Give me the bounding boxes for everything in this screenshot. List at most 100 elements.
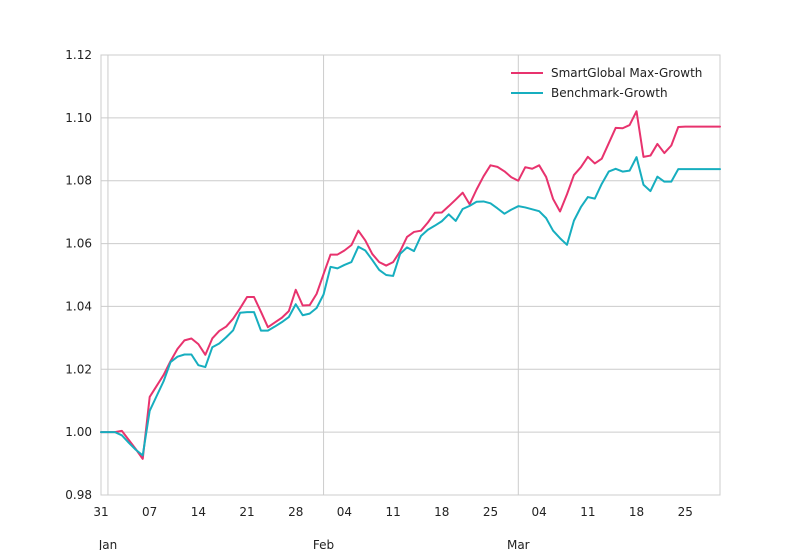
y-tick-label: 1.02: [65, 362, 92, 376]
data-point: [232, 318, 234, 320]
data-point: [183, 353, 186, 356]
data-point: [336, 267, 339, 269]
data-point: [427, 229, 429, 231]
data-point: [211, 337, 213, 340]
data-point: [267, 330, 269, 332]
x-tick-label: 31: [93, 505, 108, 519]
data-point: [712, 168, 714, 170]
data-point: [253, 311, 255, 313]
data-point: [496, 207, 499, 209]
data-point: [413, 231, 415, 233]
data-point: [691, 168, 693, 170]
data-point: [538, 164, 540, 166]
data-point: [295, 303, 297, 305]
data-point: [482, 175, 485, 177]
data-point: [190, 353, 193, 356]
data-point: [232, 329, 234, 331]
data-point: [635, 156, 638, 158]
data-point: [121, 434, 123, 436]
data-point: [712, 126, 714, 128]
data-point: [343, 249, 346, 252]
data-point: [357, 246, 359, 248]
data-point: [566, 193, 568, 195]
data-point: [246, 311, 248, 313]
data-point: [336, 253, 339, 256]
data-point: [448, 205, 450, 207]
data-point: [503, 213, 505, 215]
data-point: [156, 385, 158, 387]
data-point: [371, 253, 373, 255]
data-point: [302, 304, 304, 307]
data-point: [663, 181, 665, 183]
data-point: [135, 449, 137, 451]
data-point: [559, 237, 561, 239]
data-point: [218, 342, 220, 345]
data-point: [677, 126, 679, 128]
data-point: [455, 198, 457, 201]
data-point: [204, 354, 206, 356]
y-tick-label: 1.12: [65, 48, 92, 62]
x-tick-label: 21: [239, 505, 254, 519]
data-point: [281, 317, 283, 319]
data-point: [316, 293, 318, 295]
data-point: [392, 261, 394, 263]
x-tick-label: 18: [629, 505, 644, 519]
data-point: [107, 431, 109, 433]
data-point: [114, 431, 116, 433]
data-point: [649, 190, 652, 192]
data-point: [420, 230, 422, 232]
data-point: [462, 192, 464, 194]
data-point: [225, 336, 227, 338]
data-point: [183, 339, 186, 341]
data-point: [573, 174, 575, 176]
data-point: [218, 330, 220, 332]
data-point: [608, 171, 610, 173]
data-point: [149, 396, 151, 398]
data-point: [448, 213, 450, 215]
x-tick-label: 11: [385, 505, 400, 519]
data-point: [176, 348, 179, 350]
grid: [101, 54, 720, 496]
data-point: [274, 321, 276, 324]
data-point: [162, 380, 165, 382]
data-point: [399, 253, 401, 255]
x-tick-label: 25: [678, 505, 693, 519]
data-point: [128, 439, 130, 441]
legend-item: SmartGlobal Max-Growth: [511, 66, 702, 80]
data-point: [364, 249, 366, 252]
data-point: [635, 110, 638, 112]
data-point: [545, 176, 547, 178]
x-tick-label: 11: [580, 505, 595, 519]
data-point: [566, 244, 568, 246]
data-point: [142, 458, 144, 460]
data-point: [385, 264, 387, 267]
x-axis: 31 07 14 21 28 04 11 18 25 04 11 18 25 Jan Feb Mar: [93, 505, 693, 550]
data-point: [489, 202, 492, 204]
legend-label: Benchmark-Growth: [551, 86, 668, 100]
data-point: [649, 154, 652, 157]
data-point: [615, 127, 617, 129]
data-point: [615, 168, 617, 170]
legend-item: Benchmark-Growth: [511, 86, 668, 100]
y-tick-label: 0.98: [65, 488, 92, 502]
series-layer: [100, 110, 721, 460]
data-point: [719, 168, 721, 170]
data-point: [364, 239, 366, 242]
data-point: [594, 198, 596, 200]
data-point: [670, 181, 672, 183]
data-point: [288, 310, 290, 312]
data-point: [531, 168, 533, 170]
x-tick-label: 04: [337, 505, 352, 519]
data-point: [260, 330, 262, 332]
data-point: [246, 296, 248, 298]
data-point: [288, 316, 290, 318]
data-point: [608, 142, 610, 144]
data-point: [274, 325, 276, 328]
data-point: [719, 126, 721, 128]
data-point: [622, 171, 624, 173]
data-point: [100, 431, 102, 433]
data-point: [149, 410, 151, 412]
data-point: [211, 346, 213, 348]
data-point: [281, 321, 283, 323]
